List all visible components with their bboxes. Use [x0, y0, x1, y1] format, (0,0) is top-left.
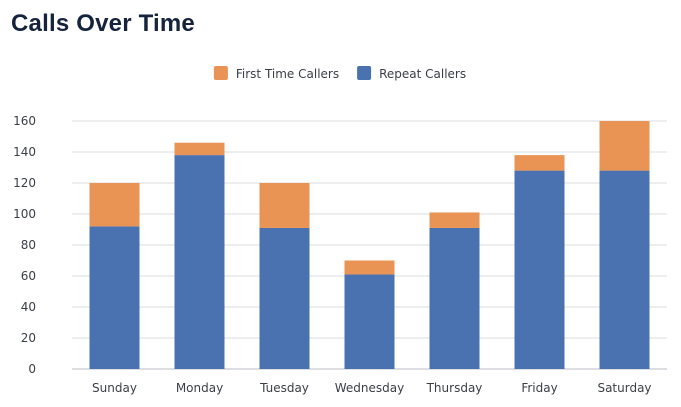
chart-title: Calls Over Time [11, 10, 195, 37]
bar-first-time-callers-monday[interactable] [174, 142, 225, 156]
legend-swatch-repeat-callers[interactable] [357, 66, 372, 80]
y-tick-label: 100 [13, 207, 36, 221]
y-tick-label: 40 [21, 300, 36, 314]
bar-first-time-callers-wednesday[interactable] [344, 260, 395, 275]
bar-repeat-callers-saturday[interactable] [599, 170, 650, 369]
bar-repeat-callers-monday[interactable] [174, 155, 225, 369]
legend: First Time Callers Repeat Callers [213, 66, 466, 81]
x-tick-label: Friday [521, 381, 557, 395]
bar-repeat-callers-wednesday[interactable] [344, 274, 395, 369]
y-tick-label: 140 [13, 145, 36, 159]
y-axis: 0 20 40 60 80 100 120 140 160 [13, 114, 36, 376]
bar-first-time-callers-friday[interactable] [514, 155, 565, 171]
bar-first-time-callers-sunday[interactable] [89, 183, 140, 227]
bars [89, 121, 650, 369]
y-tick-label: 0 [28, 362, 36, 376]
legend-label-first-time-callers[interactable]: First Time Callers [236, 67, 339, 81]
bar-first-time-callers-saturday[interactable] [599, 121, 650, 171]
y-tick-label: 20 [21, 331, 36, 345]
bar-repeat-callers-sunday[interactable] [89, 226, 140, 369]
bar-repeat-callers-tuesday[interactable] [259, 227, 310, 369]
x-axis: Sunday Monday Tuesday Wednesday Thursday Frid… [92, 381, 651, 395]
y-tick-label: 160 [13, 114, 36, 128]
bar-repeat-callers-friday[interactable] [514, 170, 565, 369]
x-tick-label: Tuesday [259, 381, 309, 395]
y-tick-label: 120 [13, 176, 36, 190]
x-tick-label: Saturday [597, 381, 651, 395]
legend-label-repeat-callers[interactable]: Repeat Callers [379, 67, 466, 81]
x-tick-label: Monday [176, 381, 223, 395]
y-tick-label: 80 [21, 238, 36, 252]
x-tick-label: Sunday [92, 381, 137, 395]
bar-first-time-callers-thursday[interactable] [429, 212, 480, 228]
bar-first-time-callers-tuesday[interactable] [259, 183, 310, 228]
x-tick-label: Wednesday [335, 381, 404, 395]
y-tick-label: 60 [21, 269, 36, 283]
x-tick-label: Thursday [426, 381, 483, 395]
legend-swatch-first-time-callers[interactable] [213, 66, 228, 80]
bar-repeat-callers-thursday[interactable] [429, 227, 480, 369]
